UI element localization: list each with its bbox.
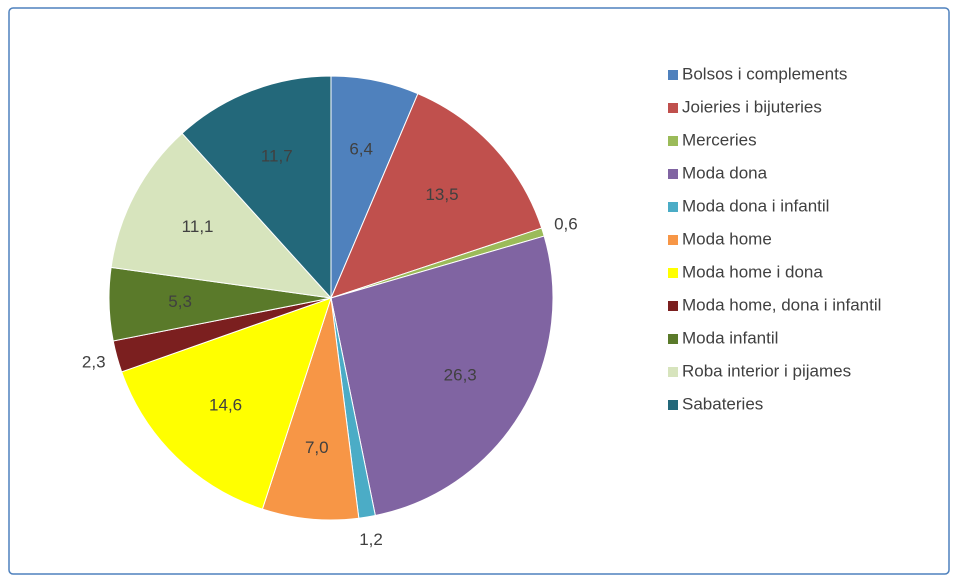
legend-swatch: [668, 136, 678, 146]
legend-swatch: [668, 367, 678, 377]
legend-label: Joieries i bijuteries: [682, 97, 822, 116]
legend-label: Merceries: [682, 130, 757, 149]
data-label: 11,1: [182, 217, 214, 236]
data-label: 26,3: [444, 366, 477, 385]
pie-slice: [181, 75, 332, 300]
legend-swatch: [668, 70, 678, 80]
legend-swatch: [668, 202, 678, 212]
pie-slice: [121, 297, 332, 510]
data-label: 13,5: [425, 185, 458, 204]
pie-slice: [330, 235, 554, 517]
data-label: 0,6: [554, 214, 578, 233]
data-label: 6,4: [349, 140, 373, 159]
legend-swatch: [668, 301, 678, 311]
data-label: 11,7: [261, 147, 293, 166]
legend-label: Bolsos i complements: [682, 64, 847, 83]
legend-label: Moda home i dona: [682, 262, 823, 281]
legend-label: Sabateries: [682, 394, 763, 413]
data-label: 2,3: [82, 352, 106, 371]
legend-label: Moda dona i infantil: [682, 196, 829, 215]
legend-label: Moda home, dona i infantil: [682, 295, 881, 314]
data-label: 1,2: [359, 530, 383, 549]
data-label: 7,0: [305, 438, 329, 457]
legend-swatch: [668, 268, 678, 278]
data-label: 14,6: [209, 396, 242, 415]
legend-label: Roba interior i pijames: [682, 361, 851, 380]
legend-swatch: [668, 103, 678, 113]
legend-swatch: [668, 169, 678, 179]
pie-slice: [330, 93, 543, 299]
legend-swatch: [668, 334, 678, 344]
legend-swatch: [668, 400, 678, 410]
legend-label: Moda infantil: [682, 328, 778, 347]
legend-swatch: [668, 235, 678, 245]
legend-label: Moda home: [682, 229, 772, 248]
pie-slice: [110, 132, 333, 299]
legend-label: Moda dona: [682, 163, 768, 182]
data-label: 5,3: [168, 292, 192, 311]
